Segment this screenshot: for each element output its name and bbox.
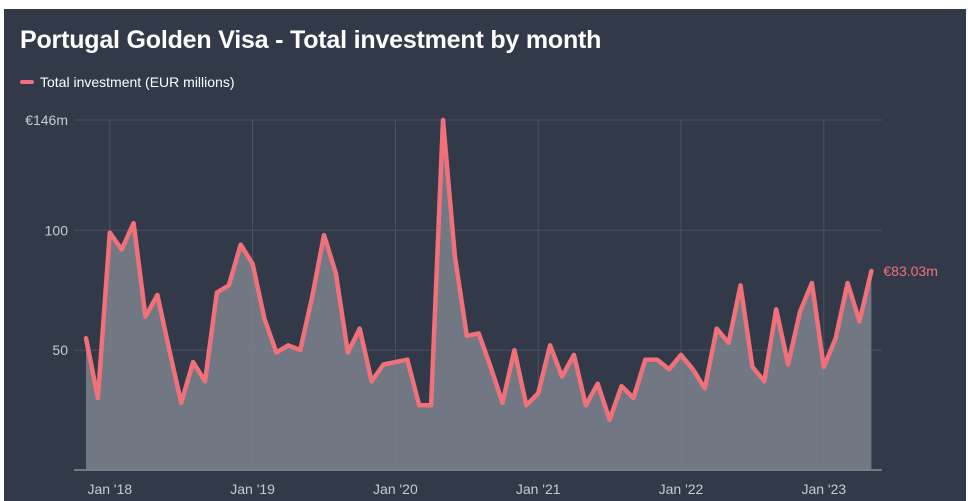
- data-point: [869, 269, 873, 273]
- data-point: [465, 334, 469, 338]
- y-tick-label: €146m: [25, 112, 68, 128]
- data-point: [655, 358, 659, 362]
- data-point: [310, 295, 314, 299]
- data-point: [227, 283, 231, 287]
- area-layer: [86, 120, 872, 470]
- chart-title: Portugal Golden Visa - Total investment …: [20, 26, 602, 54]
- series-line: [83, 117, 874, 422]
- data-point: [512, 348, 516, 352]
- x-tick-label: Jan '22: [659, 481, 704, 497]
- data-point: [560, 375, 564, 379]
- data-point: [536, 391, 540, 395]
- data-point: [358, 327, 362, 331]
- data-point: [643, 358, 647, 362]
- data-point: [524, 403, 528, 407]
- data-point: [393, 360, 397, 364]
- data-point: [179, 401, 183, 405]
- legend-label: Total investment (EUR millions): [40, 74, 235, 90]
- data-point: [679, 353, 683, 357]
- data-point: [834, 336, 838, 340]
- data-point: [489, 365, 493, 369]
- data-point: [477, 331, 481, 335]
- data-point: [667, 367, 671, 371]
- x-tick-label: Jan '18: [87, 481, 132, 497]
- data-point: [191, 360, 195, 364]
- data-point: [501, 401, 505, 405]
- y-tick-label: 50: [52, 342, 68, 358]
- data-point: [548, 343, 552, 347]
- chart-legend[interactable]: Total investment (EUR millions): [20, 73, 235, 91]
- data-point: [620, 384, 624, 388]
- data-point: [144, 315, 148, 319]
- data-point: [786, 363, 790, 367]
- data-point: [810, 281, 814, 285]
- data-point: [822, 365, 826, 369]
- data-point: [715, 327, 719, 331]
- data-point: [203, 379, 207, 383]
- data-point: [108, 231, 112, 235]
- data-point: [727, 341, 731, 345]
- data-point: [370, 379, 374, 383]
- data-point: [346, 351, 350, 355]
- data-point: [96, 396, 100, 400]
- data-point: [739, 283, 743, 287]
- data-point: [132, 221, 136, 225]
- data-point: [703, 387, 707, 391]
- data-point: [298, 348, 302, 352]
- data-point: [274, 351, 278, 355]
- x-tick-label: Jan '23: [801, 481, 846, 497]
- data-point: [762, 379, 766, 383]
- data-point: [750, 365, 754, 369]
- data-point: [846, 281, 850, 285]
- data-point: [774, 307, 778, 311]
- data-point: [239, 243, 243, 247]
- series-area: [86, 120, 872, 470]
- data-point: [691, 367, 695, 371]
- data-point: [155, 293, 159, 297]
- end-value-label: €83.03m: [883, 263, 937, 279]
- data-point: [572, 353, 576, 357]
- x-tick-label: Jan '21: [516, 481, 561, 497]
- data-point: [631, 396, 635, 400]
- data-point: [120, 248, 124, 252]
- data-point: [798, 310, 802, 314]
- data-point: [429, 403, 433, 407]
- data-point: [251, 262, 255, 266]
- legend-swatch: [20, 80, 34, 84]
- data-point: [441, 118, 445, 122]
- data-point: [382, 363, 386, 367]
- data-point: [84, 336, 88, 340]
- data-point: [417, 403, 421, 407]
- line-layer: [83, 117, 874, 422]
- y-tick-label: 100: [45, 222, 69, 238]
- data-point: [334, 271, 338, 275]
- data-point: [608, 418, 612, 422]
- data-point: [322, 233, 326, 237]
- data-point: [286, 343, 290, 347]
- data-point: [858, 319, 862, 323]
- data-point: [167, 348, 171, 352]
- data-point: [584, 403, 588, 407]
- data-point: [263, 317, 267, 321]
- x-tick-label: Jan '20: [373, 481, 418, 497]
- tick-layer: €146m 100 50 Jan '18 Jan '19 Jan '20 Jan '21 Ja…: [25, 112, 938, 497]
- x-tick-label: Jan '19: [230, 481, 275, 497]
- data-point: [215, 291, 219, 295]
- data-point: [405, 358, 409, 362]
- data-point: [596, 382, 600, 386]
- data-point: [453, 255, 457, 259]
